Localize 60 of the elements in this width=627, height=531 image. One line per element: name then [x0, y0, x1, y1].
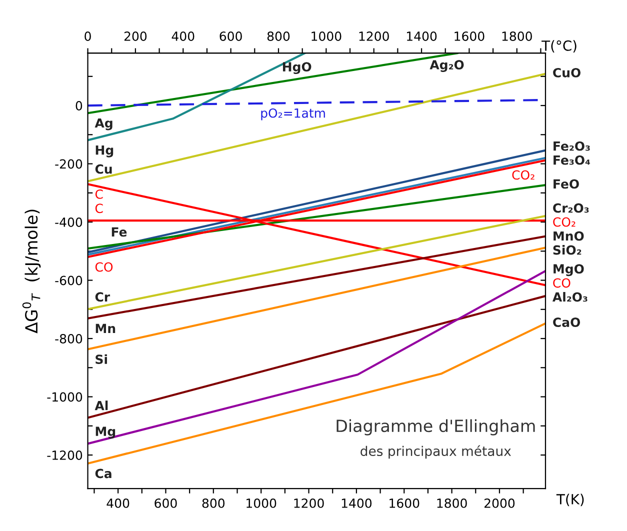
annotation: SiO₂	[553, 245, 582, 255]
annotation: HgO	[282, 62, 312, 74]
annotation: Al	[94, 400, 108, 410]
x2-tick-label: 400	[172, 32, 194, 41]
annotation: CO₂	[553, 217, 576, 227]
annotation: CaO	[553, 318, 580, 328]
x2-tick-label: 1400	[406, 32, 437, 41]
annotation: CuO	[553, 68, 581, 78]
y-tick-label: 0	[76, 100, 82, 110]
x2-axis-title: T(°C)	[542, 40, 576, 53]
x-tick-label: 1800	[437, 498, 467, 508]
x-tick-label: 1000	[246, 498, 276, 508]
annotation: Al₂O₃	[552, 292, 588, 302]
x-tick-label: 800	[202, 498, 225, 508]
x-tick-label: 1600	[390, 498, 420, 508]
annotation: MgO	[554, 264, 584, 276]
y-axis-title: ΔG$^{0}$$_{T}$ (kJ/mole)	[22, 210, 41, 334]
annotation: Mn	[96, 324, 116, 333]
x-tick-label: 400	[106, 498, 130, 508]
annotation: C	[95, 204, 103, 214]
x-tick-label: 600	[154, 498, 177, 508]
text: Diagramme d'Ellingham	[336, 419, 535, 436]
y-tick-label: -1000	[47, 392, 82, 402]
annotation: CO	[95, 262, 113, 272]
x2-tick-label: 1200	[359, 32, 389, 41]
x2-tick-label: 0	[84, 32, 91, 41]
annotation: Fe	[112, 227, 127, 237]
x-tick-label: 1200	[294, 498, 324, 508]
y-tick-label: -800	[55, 334, 82, 344]
annotation: CO	[553, 278, 570, 288]
annotation: Fe₂O₃	[554, 141, 590, 151]
x2-tick-label: 200	[124, 32, 147, 41]
annotation: Ca	[95, 468, 112, 478]
annotation: Cr₂O₃	[553, 203, 589, 213]
annotation: CO₂	[512, 170, 534, 180]
x2-tick-label: 1800	[502, 32, 532, 41]
annotation: Hg	[96, 146, 114, 158]
annotation: Cr	[95, 292, 110, 302]
y-tick-label: -1200	[47, 450, 82, 460]
x2-tick-label: 800	[267, 32, 290, 41]
annotation: Si	[96, 354, 107, 364]
annotation: FeO	[554, 179, 579, 189]
annotation: MnO	[554, 231, 584, 241]
annotation: Fe₃O₄	[554, 155, 590, 165]
annotation: pO₂=1atm	[261, 108, 325, 120]
annotation: Ag	[94, 118, 112, 130]
x-axis-title: T(K)	[556, 494, 584, 506]
annotation: Mg	[96, 426, 116, 439]
annotation: C	[95, 189, 103, 199]
x2-tick-label: 1600	[454, 32, 484, 41]
x2-tick-label: 600	[220, 32, 242, 41]
annotation: Cu	[95, 164, 112, 174]
y-tick-label: -600	[55, 276, 82, 286]
x-tick-label: 2000	[484, 498, 515, 508]
x2-tick-label: 1000	[312, 32, 342, 41]
annotation: Ag₂O	[430, 60, 464, 72]
text: des principaux métaux	[360, 445, 511, 459]
y-tick-label: -400	[55, 217, 82, 227]
x-tick-label: 1400	[342, 498, 372, 508]
y-tick-label: -200	[55, 159, 82, 169]
